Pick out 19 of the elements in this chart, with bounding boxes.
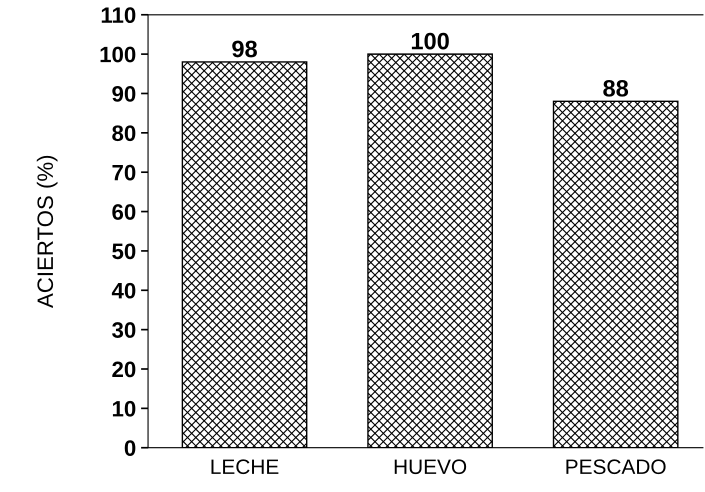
x-tick-label: HUEVO — [394, 459, 466, 474]
x-tick-label: LECHE — [212, 459, 278, 474]
data-label: 88 — [603, 80, 628, 97]
y-tick-label: 80 — [112, 125, 136, 142]
y-tick-label: 110 — [102, 7, 136, 24]
y-axis-title: ACIERTOS (%) — [36, 156, 58, 308]
y-tick-label: 90 — [112, 86, 136, 102]
x-tick-label: PESCADO — [566, 459, 666, 474]
y-tick-label: 20 — [112, 362, 136, 378]
y-tick-label: 70 — [112, 164, 136, 180]
y-tick-label: 30 — [112, 322, 136, 338]
data-label: 100 — [412, 32, 449, 50]
y-tick-label: 40 — [112, 282, 136, 299]
y-tick-label: 100 — [100, 46, 136, 62]
y-tick-label: 50 — [112, 243, 136, 260]
y-tick-label: 0 — [124, 440, 136, 456]
data-label: 98 — [232, 40, 257, 58]
y-tick-label: 10 — [112, 400, 136, 417]
y-tick-label: 60 — [112, 204, 136, 220]
